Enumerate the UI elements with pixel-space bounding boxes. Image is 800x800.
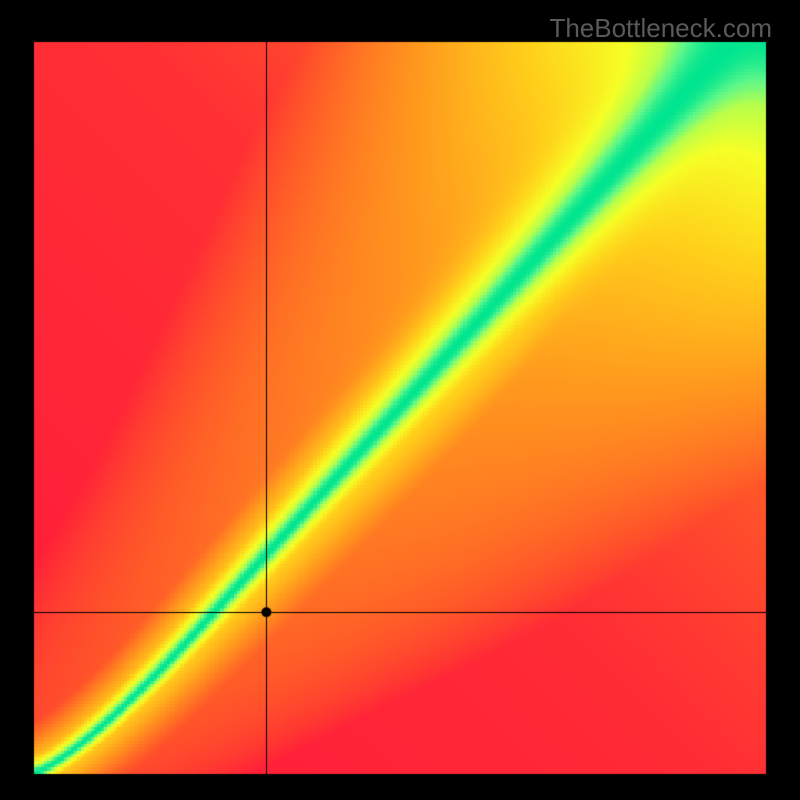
chart-container: TheBottleneck.com xyxy=(0,0,800,800)
bottleneck-heatmap xyxy=(0,0,800,800)
watermark-text: TheBottleneck.com xyxy=(549,13,772,44)
